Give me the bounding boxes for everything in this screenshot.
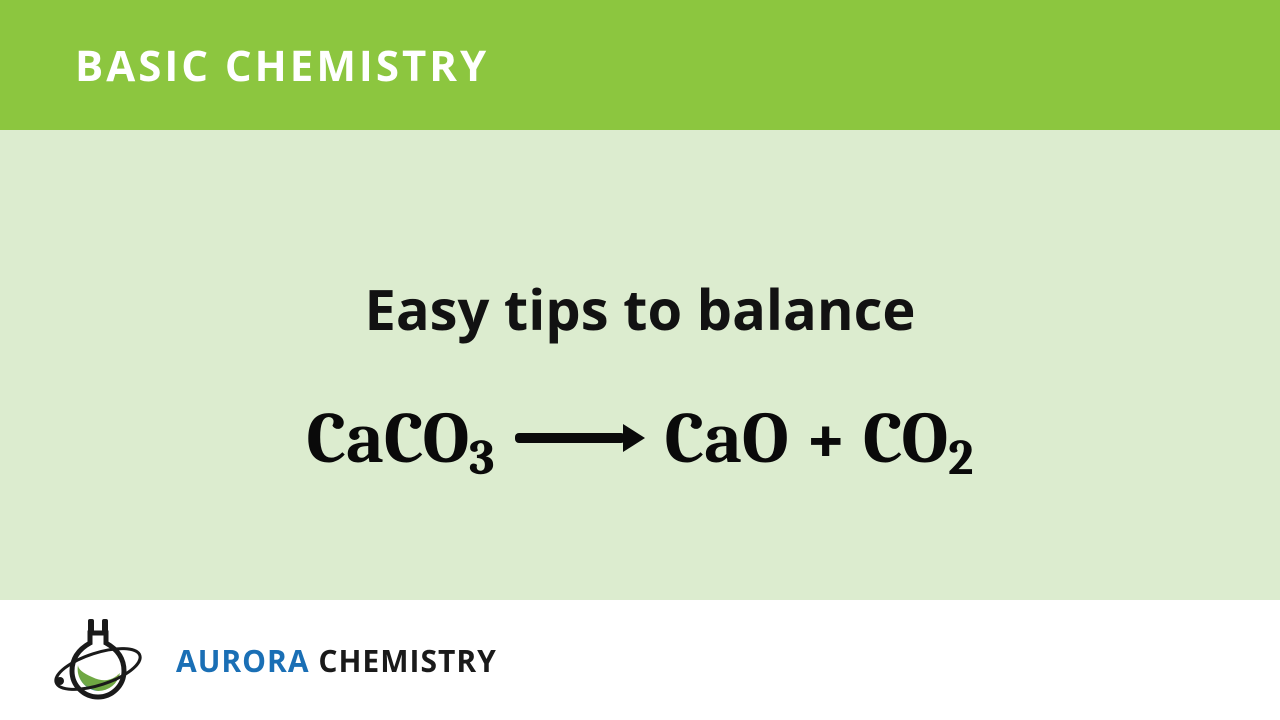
reactant: CaCO3 (307, 397, 495, 480)
header-title: BASIC CHEMISTRY (75, 37, 489, 94)
brand-text: AURORA CHEMISTRY (176, 640, 497, 681)
header-bar: BASIC CHEMISTRY (0, 0, 1280, 130)
brand-logo-icon (48, 615, 148, 705)
brand-word-aurora: AURORA (176, 640, 310, 681)
reaction-arrow-icon (515, 424, 645, 452)
subtitle: Easy tips to balance (364, 271, 915, 347)
footer-bar: AURORA CHEMISTRY (0, 600, 1280, 720)
main-panel: Easy tips to balance CaCO3 CaO + CO2 (0, 130, 1280, 600)
brand-word-chemistry: CHEMISTRY (310, 640, 497, 681)
chemical-equation: CaCO3 CaO + CO2 (307, 397, 974, 480)
products: CaO + CO2 (665, 397, 974, 480)
